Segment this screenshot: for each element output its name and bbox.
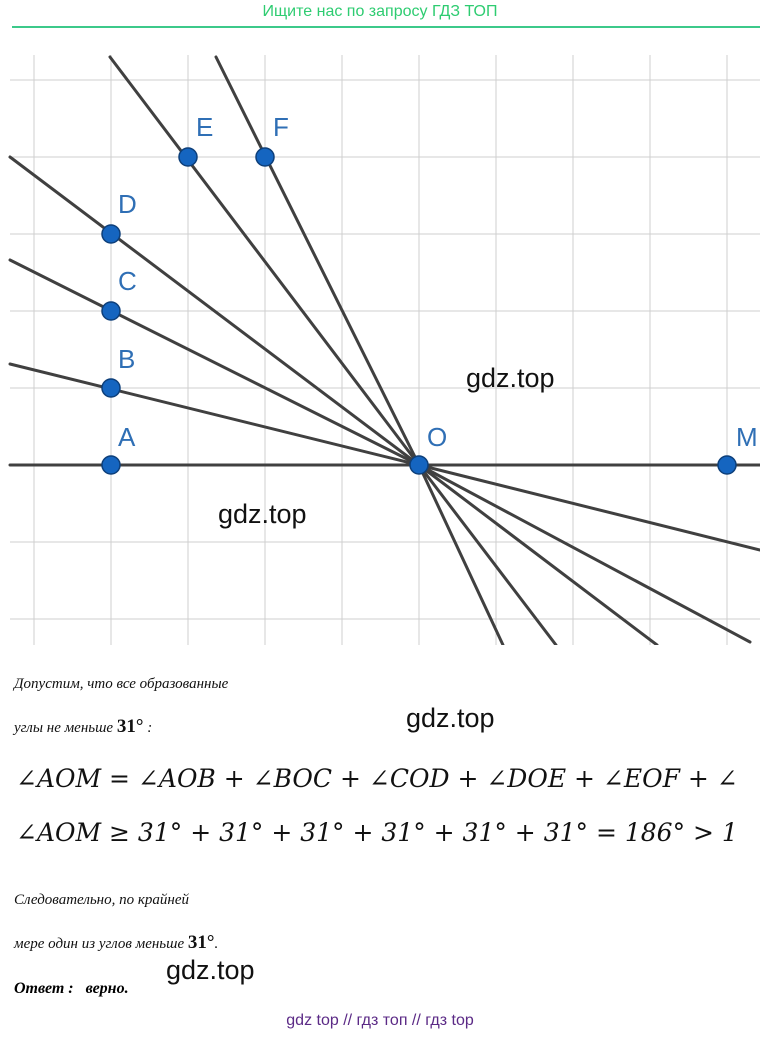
points: E F D C B A O M xyxy=(101,112,758,475)
point-f xyxy=(255,147,275,167)
watermark: gdz.top xyxy=(218,499,307,529)
point-label-c: C xyxy=(118,266,137,296)
answer: Ответ : верно. xyxy=(14,980,129,998)
ray-line xyxy=(417,463,752,644)
solution-line-2: углы не меньше 31° : xyxy=(14,716,152,738)
angle-value: 31° xyxy=(116,716,144,737)
top-divider xyxy=(12,26,760,28)
point-c xyxy=(101,301,121,321)
watermark: gdz.top xyxy=(466,363,555,393)
point-e xyxy=(178,147,198,167)
point-label-a: A xyxy=(118,422,136,452)
solution-line-3: Следовательно, по крайней xyxy=(14,892,189,908)
point-m xyxy=(717,455,737,475)
point-label-o: O xyxy=(427,422,447,452)
line4-prefix: мере один из углов меньше xyxy=(14,936,188,952)
point-o xyxy=(409,455,429,475)
ray-line xyxy=(417,463,505,645)
top-banner: Ищите нас по запросу ГДЗ ТОП xyxy=(262,3,498,20)
ray-line xyxy=(108,55,421,467)
watermark: gdz.top xyxy=(406,703,495,733)
point-label-m: M xyxy=(736,422,758,452)
formula-sum: ∠AOM = ∠AOB + ∠BOC + ∠COD + ∠DOE + ∠EOF … xyxy=(16,764,738,793)
point-d xyxy=(101,224,121,244)
line2-prefix: углы не меньше xyxy=(14,720,117,736)
line4-suffix: . xyxy=(214,936,219,952)
geometry-diagram: E F D C B A O M xyxy=(8,55,760,645)
angle-value: 31° xyxy=(187,932,215,953)
ray-line xyxy=(417,463,558,645)
footer-links: gdz top // гдз топ // гдз top xyxy=(286,1012,474,1029)
point-label-f: F xyxy=(273,112,289,142)
ray-line xyxy=(214,55,421,467)
ray-line xyxy=(8,155,421,467)
watermark: gdz.top xyxy=(166,955,255,985)
grid xyxy=(10,55,760,645)
ray-line xyxy=(417,463,659,645)
rays xyxy=(8,55,760,645)
point-b xyxy=(101,378,121,398)
point-a xyxy=(101,455,121,475)
ray-line xyxy=(417,463,760,552)
solution-line-1: Допустим, что все образованные xyxy=(14,676,229,692)
ray-line xyxy=(8,258,421,467)
point-label-b: B xyxy=(118,344,135,374)
solution-line-4: мере один из углов меньше 31°. xyxy=(14,932,218,954)
line2-suffix: : xyxy=(143,720,153,736)
ray-line xyxy=(8,362,421,467)
formula-inequality: ∠AOM ≥ 31° + 31° + 31° + 31° + 31° + 31°… xyxy=(16,818,738,847)
answer-value: верно. xyxy=(85,980,129,997)
point-label-d: D xyxy=(118,189,137,219)
point-label-e: E xyxy=(196,112,213,142)
answer-label: Ответ : xyxy=(14,980,74,997)
